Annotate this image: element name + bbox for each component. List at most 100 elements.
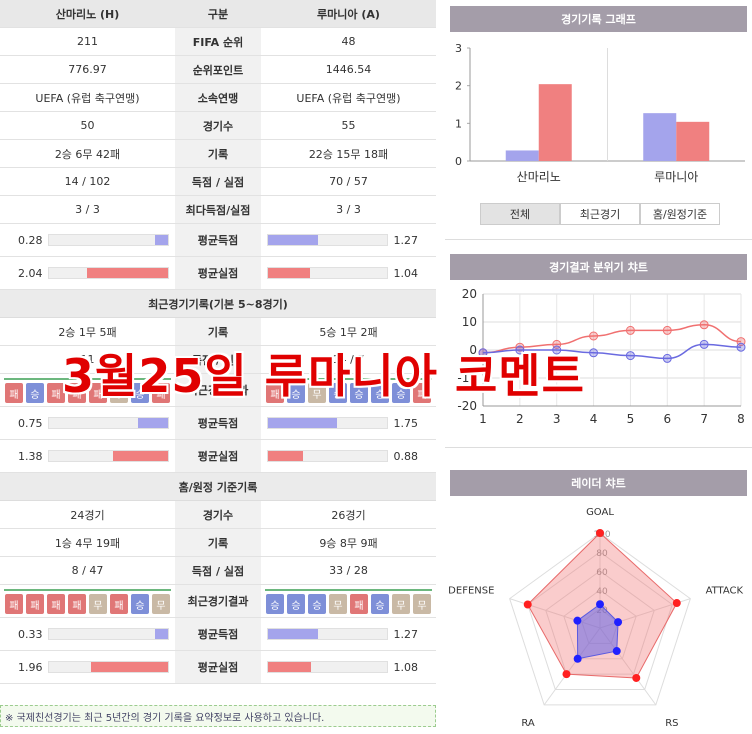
line-chart-panel: 경기결과 분위기 챠트 20 10 0 -10 -20 1 2 3 4 5 6 7 8 (445, 248, 752, 448)
away-value: 9승 8무 9패 (319, 536, 378, 550)
home-value: 14 / 102 (64, 175, 111, 188)
away-value: 1.27 (393, 233, 419, 247)
y-tick-label: 0 (455, 155, 462, 168)
home-bar (154, 629, 168, 639)
home-value: 2승 1무 5패 (58, 325, 117, 339)
home-value: 8 / 47 (71, 564, 104, 577)
x-tick-label: 산마리노 (517, 170, 561, 184)
table-row: 2승 6무 42패 기록 22승 15무 18패 (0, 140, 436, 168)
axis-label: GOAL (586, 507, 614, 518)
recent-record-row: 2승 1무 5패 기록 5승 1무 2패 (0, 318, 436, 346)
result-badge: 승 (350, 383, 368, 403)
away-value: 55 (341, 119, 356, 132)
grid-ring (527, 551, 673, 690)
avg-for-row: 0.28 평균득점 1.27 (0, 224, 436, 257)
result-badge: 무 (329, 594, 347, 614)
table-row: UEFA (유럽 축구연맹) 소속연맹 UEFA (유럽 축구연맹) (0, 84, 436, 112)
homeaway-record-row: 1승 4무 19패 기록 9승 8무 9패 (0, 529, 436, 557)
data-point (573, 654, 582, 663)
away-value: 1.04 (393, 266, 419, 280)
radar-chart-title: 레이더 챠트 (450, 470, 747, 496)
homeaway-games-row: 24경기 경기수 26경기 (0, 501, 436, 529)
radar-chart: GOALATTACKRSRADEFENSE20406080100 (448, 507, 744, 729)
homeaway-section-title: 홈/원정 기준기록 (0, 473, 436, 501)
data-point (552, 345, 562, 355)
result-badge: 무 (413, 594, 431, 614)
away-value: 1.08 (393, 660, 419, 674)
bar-chart: 0 1 2 3 산마리노 루마니아 (455, 42, 745, 184)
away-bar (268, 629, 318, 639)
row-label: 순위포인트 (175, 56, 261, 83)
result-badge: 승 (287, 594, 305, 614)
axis-label: RA (521, 718, 535, 729)
data-point (515, 345, 525, 355)
result-badge: 승 (371, 594, 389, 614)
y-tick-label: 0 (469, 343, 477, 357)
row-label: 평균득점 (175, 618, 261, 650)
result-badge: 승 (329, 383, 347, 403)
data-point (596, 600, 604, 609)
bar (643, 113, 677, 161)
data-point (625, 325, 635, 335)
table-row: 776.97 순위포인트 1446.54 (0, 56, 436, 84)
result-badge: 패 (5, 383, 23, 403)
tab-recent[interactable]: 최근경기 (560, 203, 640, 225)
row-label: 득점 / 실점 (175, 557, 261, 584)
away-bar (268, 418, 338, 428)
table-header: 산마리노 (H) 구분 루마니아 (A) (0, 0, 436, 28)
home-bar (113, 451, 168, 461)
grid-ring (545, 570, 655, 675)
x-tick-label: 루마니아 (654, 170, 698, 184)
away-value: 3 / 3 (336, 203, 361, 216)
row-label: 평균실점 (175, 440, 261, 472)
x-tick-label: 8 (737, 412, 745, 426)
row-label: 득점 / 실점 (175, 168, 261, 195)
result-badge: 패 (110, 594, 128, 614)
chart-tabs: 전체 최근경기 홈/원정기준 (480, 203, 720, 225)
data-point (612, 647, 621, 656)
row-label: 경기수 (175, 501, 261, 528)
avg-against-row: 2.04 평균실점 1.04 (0, 257, 436, 290)
bar (538, 84, 572, 161)
data-point (662, 325, 672, 335)
arrow-line (4, 378, 171, 380)
home-value: 11 (80, 353, 95, 366)
data-point (589, 348, 599, 358)
tab-home-away[interactable]: 홈/원정기준 (640, 203, 720, 225)
away-value: 0.88 (393, 449, 419, 463)
arrow-line (265, 378, 432, 380)
row-label: 경기수 (175, 112, 261, 139)
data-point (625, 351, 635, 361)
y-tick-label: 1 (455, 117, 462, 130)
recent-goals-row: 11 득점 / 실점 14 / 7 (0, 346, 436, 374)
result-badge: 패 (47, 594, 65, 614)
tick-label: 60 (596, 568, 608, 578)
row-label: 평균득점 (175, 407, 261, 439)
result-badge: 무 (152, 594, 170, 614)
recent-avg-against-row: 1.38 평균실점 0.88 (0, 440, 436, 473)
recent-section-title: 최근경기기록(기본 5~8경기) (0, 290, 436, 318)
line-chart: 20 10 0 -10 -201 2 3 4 5 6 7 8 (457, 287, 746, 426)
axis-label: DEFENSE (448, 586, 494, 597)
axis-label: RS (665, 718, 678, 729)
data-point (699, 339, 709, 349)
away-value: 1.75 (393, 416, 419, 430)
tab-all[interactable]: 전체 (480, 203, 560, 225)
home-value: 24경기 (70, 508, 105, 522)
home-value: 0.33 (18, 627, 43, 641)
row-label: 득점 / 실점 (175, 346, 261, 373)
result-badge: 패 (413, 383, 431, 403)
bar-chart-panel: 경기기록 그래프 0 1 2 3 산마리노 루마니아 전체 최근경기 홈/원정기준 (445, 0, 752, 240)
result-badge: 무 (89, 594, 107, 614)
x-tick-label: 2 (516, 412, 524, 426)
arrow-line (4, 589, 171, 591)
data-point (573, 616, 582, 625)
axis-label: ATTACK (706, 586, 744, 597)
data-point (523, 600, 532, 609)
row-label: 최다득점/실점 (175, 196, 261, 223)
result-badge: 승 (392, 383, 410, 403)
row-label: 평균득점 (175, 224, 261, 256)
